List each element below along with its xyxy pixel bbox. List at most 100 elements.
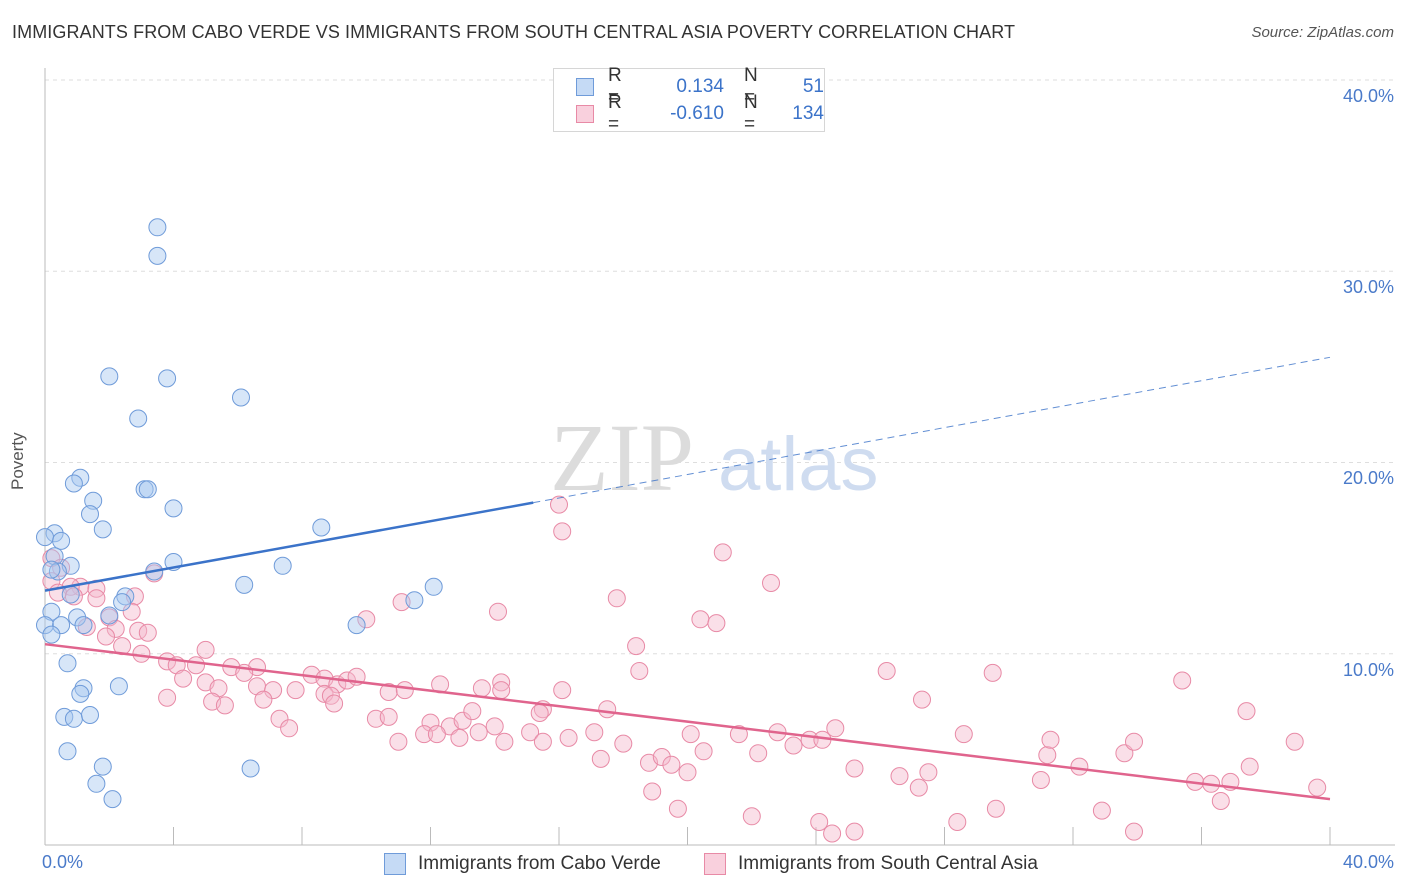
bottom-legend-cabo-verde: Immigrants from Cabo Verde: [384, 852, 661, 876]
south-central-asia-point-49: [254, 690, 273, 709]
south-central-asia-point-8: [87, 589, 106, 608]
cabo-verde-point-2: [100, 367, 119, 386]
south-central-asia-point-123: [713, 543, 732, 562]
south-central-asia-point-93: [954, 725, 973, 744]
cabo-verde-point-43: [64, 709, 83, 728]
south-central-asia-point-91: [877, 662, 896, 680]
south-central-asia-point-99: [1070, 757, 1089, 776]
cabo-verde-point-27: [116, 587, 135, 606]
south-central-asia-point-130: [845, 822, 864, 841]
south-central-asia-point-56: [379, 707, 398, 726]
cabo-verde-point-39: [74, 679, 93, 698]
legend-n-value: 134: [792, 103, 824, 124]
watermark-atlas: atlas: [718, 422, 879, 507]
south-central-asia-point-17: [138, 623, 157, 642]
trend-line-cabo-verde-extension: [533, 356, 1331, 504]
cabo-verde-point-22: [48, 562, 67, 581]
chart-title: IMMIGRANTS FROM CABO VERDE VS IMMIGRANTS…: [12, 22, 1016, 42]
cabo-verde-point-14: [45, 524, 64, 543]
south-central-asia-point-104: [1173, 671, 1192, 690]
cabo-verde-point-25: [424, 577, 443, 596]
y-tick-40: 40.0%: [1342, 86, 1394, 106]
cabo-verde-point-46: [93, 757, 112, 776]
cabo-verde-point-5: [129, 409, 148, 428]
south-central-asia-point-31: [264, 681, 283, 700]
grid-lines: [45, 79, 1395, 655]
cabo-verde-point-35: [74, 616, 93, 635]
cabo-verde-point-47: [241, 759, 260, 778]
south-central-asia-point-66: [389, 732, 408, 751]
cabo-verde-point-12: [164, 499, 183, 518]
south-central-asia-point-107: [1211, 792, 1230, 810]
cabo-verde-point-44: [81, 706, 99, 724]
cabo-verde-point-26: [61, 585, 80, 604]
cabo-verde-point-41: [109, 677, 128, 696]
south-central-asia-point-39: [395, 681, 414, 700]
south-central-asia-point-109: [1237, 702, 1256, 721]
south-central-asia-point-80: [729, 725, 748, 744]
south-central-asia-point-110: [1240, 757, 1259, 776]
south-central-asia-point-101: [1125, 822, 1143, 841]
axes: [44, 68, 1395, 846]
south-central-asia-point-41: [472, 679, 491, 698]
south-central-asia-point-127: [643, 782, 662, 801]
south-central-asia-point-98: [1041, 730, 1060, 749]
south-central-asia-point-70: [469, 723, 488, 742]
south-central-asia-point-45: [598, 700, 617, 719]
south-central-asia-point-117: [627, 637, 646, 656]
cabo-verde-point-17: [52, 531, 71, 550]
cabo-verde-point-31: [100, 606, 119, 625]
south-central-asia-point-59: [453, 711, 472, 730]
south-central-asia-point-44: [553, 681, 572, 700]
cabo-verde-point-38: [58, 654, 77, 673]
south-central-asia-point-103: [1125, 732, 1143, 751]
south-central-asia-point-118: [357, 610, 376, 629]
legend-n-label: N =: [743, 65, 758, 108]
south-central-asia-point-52: [315, 684, 334, 703]
cabo-verde-point-48: [87, 774, 106, 793]
x-tick-40: 40.0%: [1342, 852, 1394, 872]
cabo-verde-point-40: [71, 684, 90, 703]
series-south-central-asia-points: [42, 495, 1327, 843]
south-central-asia-point-63: [530, 704, 549, 722]
cabo-verde-point-10: [84, 491, 103, 510]
south-central-asia-point-13: [77, 618, 96, 636]
south-central-asia-point-89: [909, 778, 928, 797]
south-central-asia-point-114: [607, 589, 626, 608]
south-central-asia-point-62: [521, 723, 540, 742]
cabo-verde-point-4: [232, 388, 250, 407]
south-central-asia-point-87: [845, 759, 864, 778]
south-central-asia-point-86: [826, 719, 845, 738]
south-central-asia-point-100: [1092, 801, 1111, 820]
south-central-asia-point-73: [591, 749, 610, 768]
legend-r-label: R =: [607, 92, 622, 135]
cabo-verde-point-24: [235, 575, 254, 594]
cabo-verde-point-0: [148, 218, 167, 237]
south-central-asia-point-74: [614, 734, 633, 753]
south-central-asia-point-122: [550, 495, 568, 514]
south-central-asia-point-54: [325, 694, 344, 713]
south-central-asia-point-51: [280, 719, 299, 738]
bottom-legend-swatch-pink: [704, 853, 726, 875]
south-central-asia-point-133: [668, 799, 687, 818]
cabo-verde-point-3: [158, 369, 177, 388]
y-tick-10: 10.0%: [1342, 660, 1394, 680]
cabo-verde-point-21: [273, 556, 292, 575]
south-central-asia-point-125: [678, 763, 697, 782]
south-central-asia-point-90: [919, 763, 938, 782]
south-central-asia-point-57: [421, 713, 440, 732]
cabo-verde-point-36: [347, 616, 366, 635]
cabo-verde-point-9: [138, 480, 157, 499]
south-central-asia-point-97: [1031, 771, 1050, 789]
south-central-asia-point-15: [97, 627, 115, 646]
south-central-asia-point-95: [1038, 746, 1057, 765]
south-central-asia-point-94: [983, 663, 1002, 682]
stats-legend: R = 0.134 N = 51 R = -0.610 N = 134: [553, 65, 825, 135]
south-central-asia-point-78: [681, 725, 700, 744]
south-central-asia-point-27: [174, 669, 193, 688]
bottom-legend-label: Immigrants from Cabo Verde: [418, 853, 661, 874]
south-central-asia-point-116: [707, 614, 726, 633]
bottom-legend-label: Immigrants from South Central Asia: [738, 853, 1038, 874]
south-central-asia-point-132: [630, 662, 649, 680]
